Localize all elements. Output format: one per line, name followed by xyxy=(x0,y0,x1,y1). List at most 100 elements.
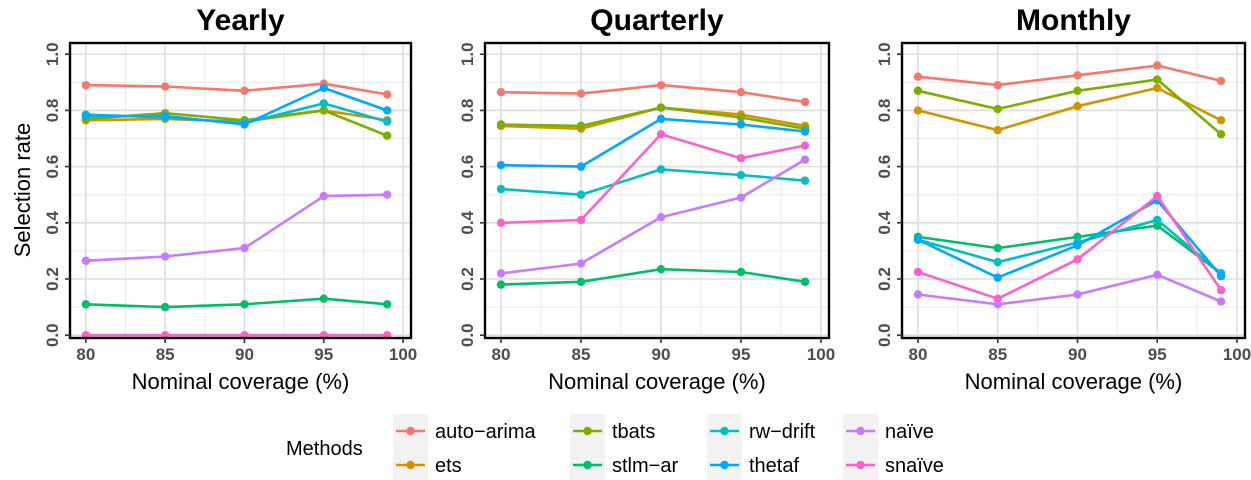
monthly-ytick-label: 0.8 xyxy=(875,99,894,123)
monthly-point-ets-80 xyxy=(913,106,923,115)
monthly-point-auto-arima-99 xyxy=(1216,76,1226,86)
legend-key-point-naive xyxy=(856,426,865,436)
yearly-point-auto-arima-90 xyxy=(240,86,249,95)
quarterly-point-naive-85 xyxy=(576,259,586,268)
quarterly-point-rw-drift-85 xyxy=(576,190,586,199)
monthly-xtick-label: 95 xyxy=(1148,345,1167,364)
quarterly-panel-border xyxy=(483,41,831,340)
y-axis-title: Selection rate xyxy=(10,123,35,258)
quarterly-point-thetaf-85 xyxy=(576,162,586,171)
quarterly-point-snaive-99 xyxy=(800,141,810,150)
yearly-point-naive-80 xyxy=(81,256,91,265)
quarterly-point-thetaf-90 xyxy=(656,114,666,124)
yearly-ytick-label: 0.2 xyxy=(43,267,62,291)
quarterly-ytick-label: 0.2 xyxy=(458,267,477,291)
yearly-point-auto-arima-85 xyxy=(160,82,170,91)
quarterly-ytick-label: 0.8 xyxy=(458,99,477,123)
monthly-point-snaive-90 xyxy=(1073,255,1082,264)
quarterly-point-tbats-95 xyxy=(736,113,746,122)
monthly-point-rw-drift-85 xyxy=(993,257,1002,267)
yearly-point-rw-drift-95 xyxy=(319,99,328,108)
yearly-point-thetaf-90 xyxy=(240,120,249,129)
quarterly-point-naive-99 xyxy=(800,155,810,164)
monthly-point-snaive-95 xyxy=(1153,191,1162,201)
quarterly-point-auto-arima-95 xyxy=(736,87,746,97)
legend-label-thetaf: thetaf xyxy=(749,455,799,477)
quarterly-xtick-label: 90 xyxy=(652,345,671,364)
monthly-point-tbats-90 xyxy=(1073,86,1082,95)
yearly-point-naive-99 xyxy=(383,190,392,199)
monthly-point-auto-arima-80 xyxy=(913,72,923,81)
legend-key-point-ets xyxy=(406,460,415,470)
quarterly-xtick-label: 85 xyxy=(572,345,591,364)
monthly-point-stlm-ar-85 xyxy=(993,243,1002,253)
yearly-ytick-label: 1.0 xyxy=(43,42,62,66)
legend-key-point-rw-drift xyxy=(720,426,729,436)
legend-title: Methods xyxy=(286,438,363,460)
quarterly-point-auto-arima-85 xyxy=(576,89,586,98)
legend-label-ets: ets xyxy=(435,455,462,477)
monthly-point-naive-90 xyxy=(1073,290,1082,299)
monthly-x-axis-title: Nominal coverage (%) xyxy=(965,369,1183,394)
legend-label-auto-arima: auto−arima xyxy=(435,421,536,443)
monthly-panel-border xyxy=(900,41,1247,340)
quarterly-point-rw-drift-99 xyxy=(800,176,810,185)
monthly-point-tbats-95 xyxy=(1153,75,1162,84)
yearly-point-stlm-ar-85 xyxy=(160,302,170,312)
yearly-ytick-label: 0.0 xyxy=(43,323,62,347)
quarterly-point-stlm-ar-80 xyxy=(496,280,506,289)
monthly-point-snaive-85 xyxy=(993,294,1002,303)
monthly-point-naive-80 xyxy=(913,290,923,299)
yearly-panel-border xyxy=(68,41,413,340)
quarterly-xtick-label: 95 xyxy=(732,345,751,364)
monthly-point-thetaf-90 xyxy=(1073,241,1082,250)
monthly-xtick-label: 85 xyxy=(988,345,1007,364)
monthly-point-thetaf-85 xyxy=(993,273,1002,282)
quarterly-point-stlm-ar-85 xyxy=(576,277,586,287)
monthly-panel-title: Monthly xyxy=(1016,4,1131,37)
quarterly-xtick-label: 100 xyxy=(807,345,835,364)
yearly-point-tbats-99 xyxy=(383,131,392,140)
yearly-ytick-label: 0.6 xyxy=(43,155,62,179)
yearly-plot-area xyxy=(70,43,411,338)
legend-key-point-stlm-ar xyxy=(583,460,592,470)
legend-key-point-tbats xyxy=(583,426,592,436)
yearly-point-thetaf-80 xyxy=(81,111,91,121)
yearly-point-rw-drift-99 xyxy=(383,117,392,126)
yearly-point-stlm-ar-80 xyxy=(81,300,91,309)
quarterly-point-naive-95 xyxy=(736,193,746,202)
yearly-point-naive-95 xyxy=(319,191,328,201)
quarterly-ytick-label: 1.0 xyxy=(458,42,477,66)
monthly-point-auto-arima-90 xyxy=(1073,71,1082,80)
quarterly-point-snaive-95 xyxy=(736,153,746,163)
yearly-x-axis-title: Nominal coverage (%) xyxy=(132,369,350,394)
monthly-xtick-label: 100 xyxy=(1223,345,1251,364)
quarterly-point-snaive-85 xyxy=(576,215,586,225)
yearly-point-naive-90 xyxy=(240,243,249,253)
yearly-xtick-label: 95 xyxy=(314,345,333,364)
monthly-point-snaive-80 xyxy=(913,267,923,277)
quarterly-point-rw-drift-80 xyxy=(496,184,506,194)
quarterly-point-stlm-ar-99 xyxy=(800,277,810,287)
monthly-xtick-label: 90 xyxy=(1068,345,1087,364)
quarterly-point-tbats-85 xyxy=(576,121,586,131)
monthly-ytick-label: 0.4 xyxy=(875,210,894,234)
yearly-point-thetaf-85 xyxy=(160,111,170,121)
legend-label-rw-drift: rw−drift xyxy=(749,421,816,443)
monthly-point-snaive-99 xyxy=(1216,286,1226,295)
quarterly-point-snaive-90 xyxy=(656,130,666,139)
monthly-point-tbats-99 xyxy=(1216,130,1226,139)
quarterly-xtick-label: 80 xyxy=(492,345,511,364)
quarterly-point-naive-80 xyxy=(496,269,506,278)
monthly-ytick-label: 0.0 xyxy=(875,323,894,347)
monthly-point-auto-arima-95 xyxy=(1153,61,1162,70)
quarterly-point-rw-drift-90 xyxy=(656,165,666,174)
monthly-point-auto-arima-85 xyxy=(993,80,1002,90)
quarterly-point-stlm-ar-90 xyxy=(656,264,666,274)
monthly-point-ets-99 xyxy=(1216,116,1226,125)
monthly-point-thetaf-99 xyxy=(1216,271,1226,281)
monthly-point-thetaf-80 xyxy=(913,235,923,244)
legend-label-naive: naïve xyxy=(885,421,934,443)
yearly-panel-title: Yearly xyxy=(196,4,285,37)
